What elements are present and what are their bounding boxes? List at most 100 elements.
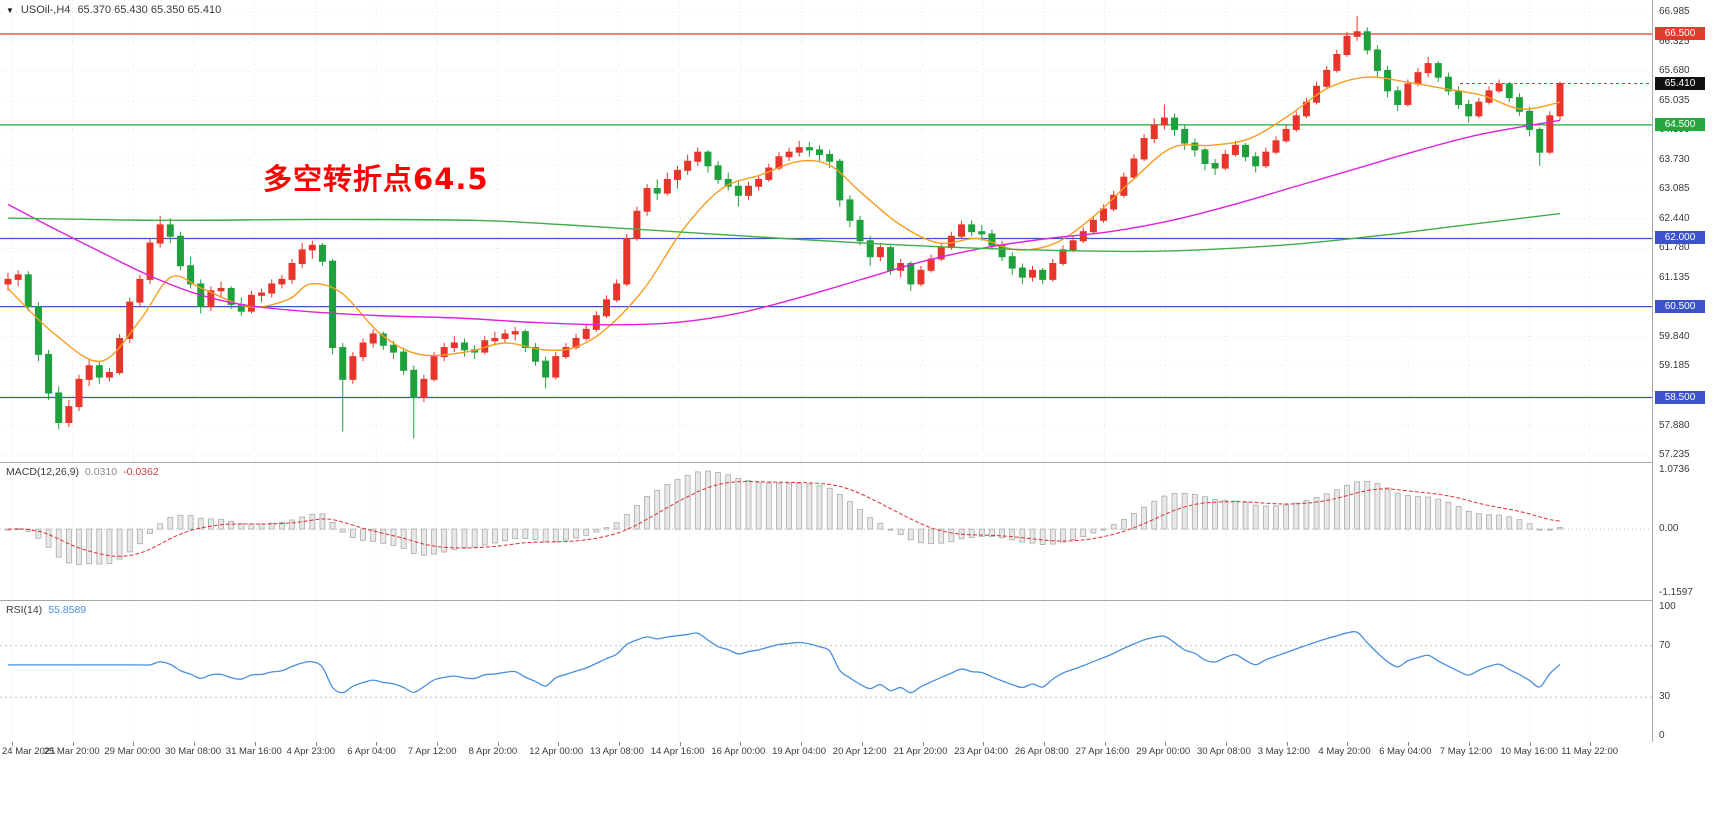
candle bbox=[105, 367, 113, 382]
price-tick-label: 59.185 bbox=[1659, 360, 1690, 372]
time-tick bbox=[1286, 742, 1288, 746]
time-tick bbox=[254, 742, 256, 746]
candle bbox=[1150, 118, 1158, 144]
candle bbox=[816, 145, 824, 162]
candle bbox=[1242, 143, 1250, 162]
time-label: 10 May 16:00 bbox=[1500, 746, 1559, 757]
candle bbox=[1160, 104, 1168, 130]
main-chart-canvas[interactable] bbox=[0, 0, 1652, 462]
ohlc-readout: 65.370 65.430 65.350 65.410 bbox=[77, 4, 222, 16]
time-label: 4 May 20:00 bbox=[1318, 746, 1371, 757]
macd-histogram bbox=[5, 470, 1563, 565]
time-tick bbox=[72, 742, 74, 746]
ma-fast-line bbox=[7, 76, 1561, 362]
candle bbox=[136, 274, 144, 307]
candle bbox=[623, 233, 631, 287]
candle bbox=[744, 181, 752, 200]
time-label: 3 May 12:00 bbox=[1257, 746, 1310, 757]
candle bbox=[968, 220, 976, 237]
panel-separator[interactable] bbox=[0, 462, 1730, 463]
candle bbox=[1485, 86, 1493, 105]
candle bbox=[917, 265, 925, 287]
candle bbox=[1272, 136, 1280, 155]
candle bbox=[85, 358, 93, 387]
candle bbox=[552, 352, 560, 380]
time-label: 16 Apr 00:00 bbox=[711, 746, 766, 757]
candle bbox=[856, 215, 864, 246]
time-tick bbox=[1347, 742, 1349, 746]
candle bbox=[1201, 147, 1209, 171]
time-label: 21 Apr 20:00 bbox=[893, 746, 948, 757]
price-tick-label: 61.780 bbox=[1659, 242, 1690, 254]
candle bbox=[511, 327, 519, 341]
time-tick bbox=[1104, 742, 1106, 746]
time-label: 8 Apr 20:00 bbox=[468, 746, 518, 757]
candle bbox=[450, 336, 458, 353]
candle bbox=[197, 279, 205, 314]
level-price-tag: 64.500 bbox=[1655, 117, 1705, 131]
time-tick bbox=[1408, 742, 1410, 746]
rsi-tick-label: 30 bbox=[1659, 691, 1671, 703]
panel-separator[interactable] bbox=[0, 600, 1730, 601]
symbol-dropdown-icon[interactable]: ▼ bbox=[6, 5, 14, 15]
time-tick bbox=[679, 742, 681, 746]
candle bbox=[1475, 97, 1483, 119]
candle bbox=[95, 361, 103, 384]
candle bbox=[562, 343, 570, 359]
time-label: 29 Apr 00:00 bbox=[1136, 746, 1191, 757]
macd-tick-label: 1.0736 bbox=[1659, 464, 1690, 476]
candle bbox=[694, 147, 702, 166]
candle bbox=[521, 329, 529, 353]
candle bbox=[176, 231, 184, 271]
time-label: 31 Mar 16:00 bbox=[225, 746, 282, 757]
candle bbox=[440, 343, 448, 362]
candle bbox=[1221, 149, 1229, 171]
time-tick bbox=[315, 742, 317, 746]
candle bbox=[460, 338, 468, 357]
candle bbox=[1089, 215, 1097, 234]
candle bbox=[45, 349, 53, 400]
symbol-period-label: USOil-,H4 bbox=[20, 4, 71, 16]
time-tick bbox=[436, 742, 438, 746]
candle bbox=[298, 243, 306, 269]
candle bbox=[602, 295, 610, 319]
time-label: 27 Apr 16:00 bbox=[1075, 746, 1130, 757]
candle bbox=[805, 142, 813, 157]
price-tick-label: 65.035 bbox=[1659, 94, 1690, 106]
time-tick bbox=[133, 742, 135, 746]
macd-panel-canvas[interactable] bbox=[0, 463, 1652, 600]
candle bbox=[542, 356, 550, 389]
candle bbox=[1191, 138, 1199, 157]
candle bbox=[1353, 15, 1361, 41]
candle bbox=[1262, 147, 1270, 169]
price-tick-label: 66.325 bbox=[1659, 35, 1690, 47]
price-axis[interactable]: 66.98566.32565.68065.03564.39063.73063.0… bbox=[1652, 0, 1730, 742]
time-label: 7 May 12:00 bbox=[1439, 746, 1493, 757]
macd-tick-label: -1.1597 bbox=[1659, 586, 1693, 598]
time-label: 29 Mar 00:00 bbox=[104, 746, 161, 757]
rsi-tick-label: 70 bbox=[1659, 639, 1671, 651]
candle bbox=[308, 240, 316, 259]
time-tick bbox=[1043, 742, 1045, 746]
candle bbox=[4, 272, 12, 291]
vertical-gridlines bbox=[11, 601, 1591, 742]
current-price-tag: 65.410 bbox=[1655, 76, 1705, 90]
candle bbox=[1424, 56, 1432, 78]
candle bbox=[318, 243, 326, 266]
chart-header: ▼ USOil-,H4 65.370 65.430 65.350 65.410 bbox=[6, 4, 221, 16]
ma-medium-line bbox=[7, 119, 1561, 326]
horizontal-gridlines bbox=[0, 11, 1652, 456]
price-tick-label: 61.135 bbox=[1659, 271, 1690, 283]
candle bbox=[1069, 236, 1077, 253]
candle bbox=[978, 224, 986, 241]
rsi-panel-canvas[interactable] bbox=[0, 601, 1652, 742]
vertical-gridlines bbox=[11, 0, 1591, 462]
time-tick bbox=[1165, 742, 1167, 746]
time-label: 23 Apr 04:00 bbox=[954, 746, 1009, 757]
candle bbox=[126, 297, 134, 344]
candle bbox=[724, 172, 732, 191]
candle bbox=[765, 163, 773, 182]
time-label: 30 Apr 08:00 bbox=[1197, 746, 1251, 757]
time-axis[interactable]: 24 Mar 2021 25 Mar 20:00 29 Mar 00:00 30 Ma… bbox=[0, 742, 1730, 766]
time-tick bbox=[1468, 742, 1470, 746]
